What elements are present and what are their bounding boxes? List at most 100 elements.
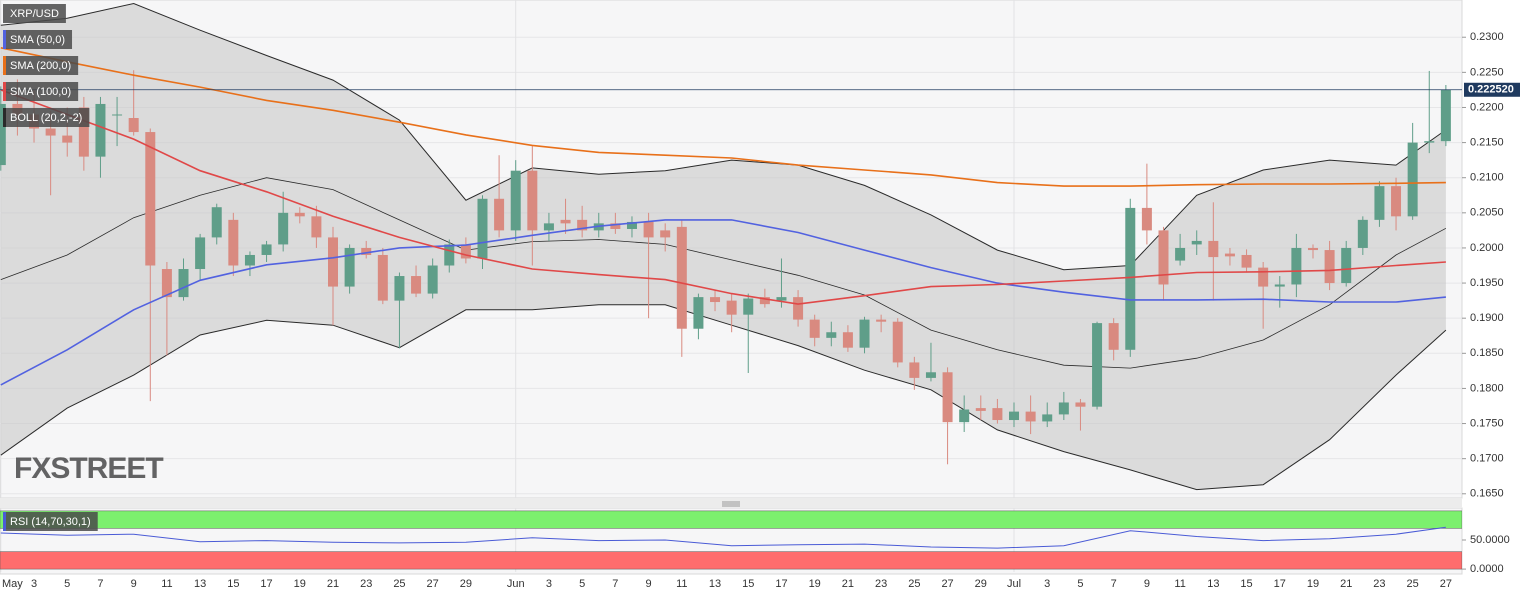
candle-body xyxy=(261,244,272,255)
x-tick-label: 19 xyxy=(1307,578,1319,590)
sma-line xyxy=(0,89,1446,305)
x-tick-label: 13 xyxy=(194,578,206,590)
candle-body xyxy=(626,221,637,229)
y-tick-label: 0.0000 xyxy=(1470,563,1504,575)
candle-body xyxy=(1241,254,1252,268)
candle-body xyxy=(228,219,239,266)
candle-body xyxy=(859,319,870,348)
candle-body xyxy=(925,372,936,378)
x-tick-label: 15 xyxy=(742,578,754,590)
rsi-zone xyxy=(0,551,1462,570)
candle-body xyxy=(693,297,704,329)
candle-body xyxy=(1042,414,1053,422)
candle-body xyxy=(1141,207,1152,231)
legend-swatch xyxy=(3,512,6,531)
candle-body xyxy=(1058,402,1069,415)
y-tick-label: 0.2300 xyxy=(1470,31,1504,43)
x-tick-label: 7 xyxy=(1111,578,1117,590)
candle-body xyxy=(992,408,1003,421)
candle-body xyxy=(444,244,455,266)
candle-body xyxy=(1125,207,1136,350)
band-fill xyxy=(0,3,1446,490)
candle-body xyxy=(427,265,438,294)
candle-body xyxy=(62,135,73,143)
candle-body xyxy=(959,409,970,423)
candle-body xyxy=(95,103,106,157)
x-tick-label: 27 xyxy=(427,578,439,590)
x-tick-label: 13 xyxy=(709,578,721,590)
x-tick-label: 29 xyxy=(460,578,472,590)
y-tick-label: 0.1850 xyxy=(1470,347,1504,359)
candle-body xyxy=(161,269,172,298)
candle-body xyxy=(1092,323,1103,407)
y-tick-label: 0.1950 xyxy=(1470,277,1504,289)
legend-label: BOLL (20,2,-2) xyxy=(10,112,82,124)
candle-body xyxy=(510,170,521,231)
sma-line xyxy=(0,219,1446,386)
legend-box xyxy=(3,82,79,101)
x-tick-label: 29 xyxy=(975,578,987,590)
candle-body xyxy=(710,297,721,303)
x-tick-label: 21 xyxy=(327,578,339,590)
candle-body xyxy=(145,132,156,266)
candle-body xyxy=(0,103,6,166)
candle-body xyxy=(643,221,654,238)
legend-item[interactable]: RSI (14,70,30,1) xyxy=(3,512,98,531)
x-tick-label: 27 xyxy=(941,578,953,590)
candle-body xyxy=(1224,253,1235,257)
candle-body xyxy=(460,244,471,259)
candle-body xyxy=(842,332,853,348)
y-tick-label: 50.0000 xyxy=(1470,534,1510,546)
legend-box xyxy=(3,4,66,23)
legend-box xyxy=(3,512,98,531)
y-tick-label: 0.2250 xyxy=(1470,66,1504,78)
y-tick-label: 0.1900 xyxy=(1470,312,1504,324)
legend-item[interactable]: XRP/USD xyxy=(3,4,66,23)
legend-item[interactable]: SMA (100,0) xyxy=(3,82,79,101)
candle-body xyxy=(45,128,56,136)
legend-label: SMA (200,0) xyxy=(10,60,71,72)
candle-body xyxy=(660,230,671,238)
legend-item[interactable]: BOLL (20,2,-2) xyxy=(3,108,90,127)
x-tick-label: 9 xyxy=(1144,578,1150,590)
candle-body xyxy=(244,254,255,266)
candle-body xyxy=(876,319,887,322)
x-tick-label: 25 xyxy=(1407,578,1419,590)
candle-body xyxy=(1357,219,1368,248)
candle-body xyxy=(1108,323,1119,350)
last-price-tag xyxy=(1464,82,1520,97)
legend-label: SMA (50,0) xyxy=(10,34,65,46)
candle-body xyxy=(560,219,571,224)
legend-swatch xyxy=(3,108,6,127)
x-tick-label: 15 xyxy=(1240,578,1252,590)
legend-item[interactable]: SMA (50,0) xyxy=(3,30,73,49)
panel-divider[interactable] xyxy=(0,499,1462,507)
candle-body xyxy=(1440,89,1451,142)
candle-body xyxy=(211,207,222,238)
x-tick-label: 7 xyxy=(97,578,103,590)
x-tick-label: 3 xyxy=(1044,578,1050,590)
price-plot: FXSTREET xyxy=(0,2,1462,491)
candle-body xyxy=(975,408,986,411)
candle-body xyxy=(1175,247,1186,261)
candle-body xyxy=(743,298,754,315)
candle-body xyxy=(1324,250,1335,284)
candle-body xyxy=(178,269,189,298)
legend-swatch xyxy=(3,56,6,75)
candle-body xyxy=(1009,411,1020,421)
candle-body xyxy=(1158,230,1169,285)
x-tick-label: May xyxy=(2,578,23,590)
legend-label: SMA (100,0) xyxy=(10,86,71,98)
x-tick-label: 11 xyxy=(676,578,687,590)
candle-body xyxy=(1274,284,1285,287)
x-tick-label: 23 xyxy=(360,578,372,590)
legend-item[interactable]: SMA (200,0) xyxy=(3,56,79,75)
candle-body xyxy=(1075,402,1086,407)
band-middle-line xyxy=(0,177,1447,369)
candle-body xyxy=(726,300,737,315)
rsi-zone xyxy=(0,510,1462,529)
y-tick-label: 0.2100 xyxy=(1470,172,1504,184)
candle-body xyxy=(78,107,89,157)
x-tick-label: Jul xyxy=(1007,578,1021,590)
